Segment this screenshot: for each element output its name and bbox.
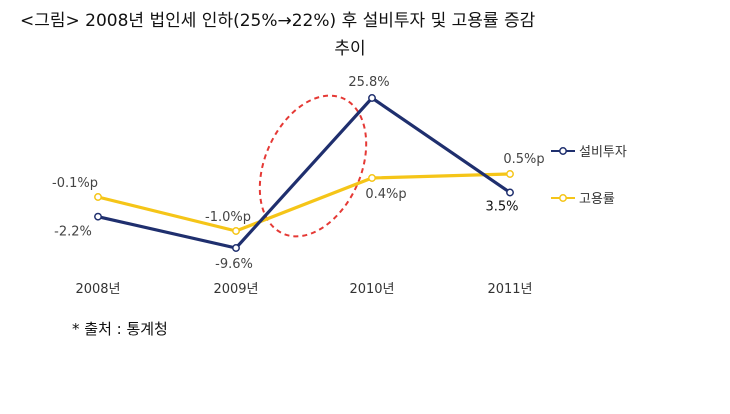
data-label: -1.0%p	[205, 210, 251, 225]
data-label: -2.2%	[54, 225, 92, 240]
legend-marker	[559, 194, 567, 202]
legend-marker	[559, 147, 567, 155]
data-point	[506, 188, 514, 197]
series-line-employment	[97, 172, 511, 233]
data-label: 25.8%	[348, 75, 389, 90]
x-tick-label: 2011년	[487, 282, 532, 297]
data-label: 0.5%p	[503, 152, 544, 167]
x-tick-label: 2008년	[75, 282, 120, 297]
data-point	[232, 227, 240, 235]
data-label: -0.1%p	[52, 176, 98, 191]
x-tick-label: 2009년	[213, 282, 258, 297]
source-note: * 출처 : 통계청	[72, 320, 168, 338]
legend-label: 고용률	[579, 192, 615, 207]
data-point	[368, 94, 376, 102]
data-point	[94, 212, 102, 221]
chart-title-line1: <그림> 2008년 법인세 인하(25%→22%) 후 설비투자 및 고용률 …	[20, 11, 536, 31]
data-label: 0.4%p	[365, 187, 406, 202]
data-label: 3.5%	[485, 199, 518, 214]
legend-label: 설비투자	[579, 145, 627, 160]
series-line-investment	[97, 95, 511, 250]
x-tick-label: 2010년	[349, 282, 394, 297]
data-label: -9.6%	[215, 257, 253, 272]
data-point	[232, 244, 240, 252]
data-point	[368, 174, 376, 182]
data-point	[94, 193, 102, 201]
data-point	[506, 170, 514, 178]
chart-title-line2: 추이	[334, 39, 366, 59]
